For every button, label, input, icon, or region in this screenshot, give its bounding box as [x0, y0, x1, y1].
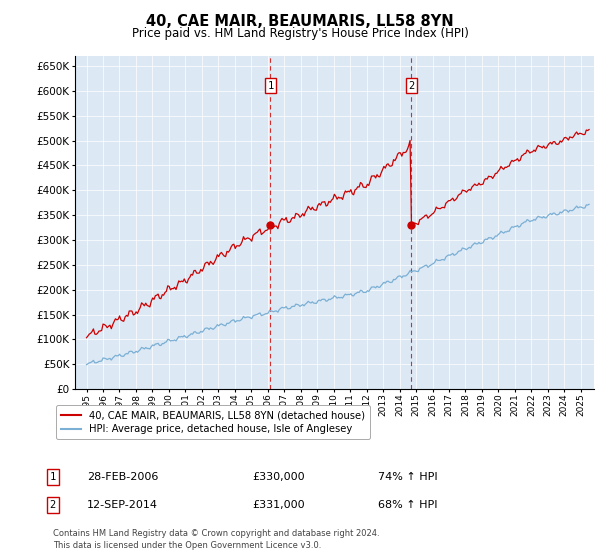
- Text: 2: 2: [408, 81, 415, 91]
- Legend: 40, CAE MAIR, BEAUMARIS, LL58 8YN (detached house), HPI: Average price, detached: 40, CAE MAIR, BEAUMARIS, LL58 8YN (detac…: [56, 405, 370, 440]
- Text: Contains HM Land Registry data © Crown copyright and database right 2024.: Contains HM Land Registry data © Crown c…: [53, 530, 379, 539]
- Text: 1: 1: [50, 472, 56, 482]
- Text: This data is licensed under the Open Government Licence v3.0.: This data is licensed under the Open Gov…: [53, 541, 321, 550]
- Text: 2: 2: [50, 500, 56, 510]
- Text: 12-SEP-2014: 12-SEP-2014: [87, 500, 158, 510]
- Text: 40, CAE MAIR, BEAUMARIS, LL58 8YN: 40, CAE MAIR, BEAUMARIS, LL58 8YN: [146, 14, 454, 29]
- Text: Price paid vs. HM Land Registry's House Price Index (HPI): Price paid vs. HM Land Registry's House …: [131, 27, 469, 40]
- Text: £331,000: £331,000: [252, 500, 305, 510]
- Text: 1: 1: [267, 81, 274, 91]
- Text: 74% ↑ HPI: 74% ↑ HPI: [378, 472, 437, 482]
- Text: 28-FEB-2006: 28-FEB-2006: [87, 472, 158, 482]
- Text: £330,000: £330,000: [252, 472, 305, 482]
- Text: 68% ↑ HPI: 68% ↑ HPI: [378, 500, 437, 510]
